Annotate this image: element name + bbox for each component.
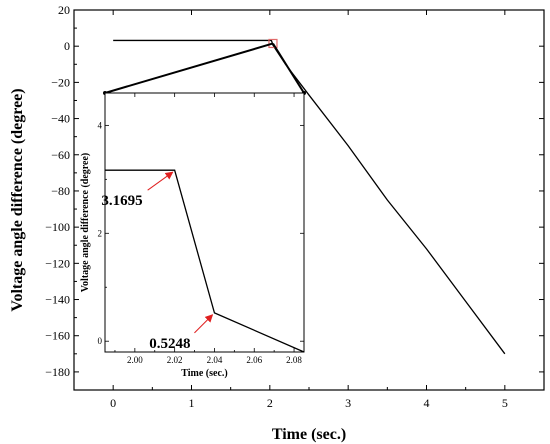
- y-tick-label: −140: [45, 293, 70, 307]
- x-tick-label: 2: [267, 396, 273, 410]
- inset-frame: [104, 92, 305, 353]
- x-axis-title: Time (sec.): [272, 426, 346, 443]
- inset-x-tick-label: 2.04: [207, 355, 223, 365]
- x-tick-label: 0: [110, 396, 116, 410]
- inset-y-axis-title: Voltage angle difference (degree): [80, 153, 91, 293]
- zoom-marker: [268, 38, 278, 49]
- inset-series-line-0: [105, 169, 305, 353]
- y-tick-label: −100: [45, 220, 70, 234]
- y-axis-title: Voltage angle difference (degree): [9, 88, 26, 311]
- annotation-arrow: [147, 171, 174, 191]
- inset-x-axis-title: Time (sec.): [181, 368, 227, 379]
- main-axes: 0 1 2 3 4 5200−20−40−60−80−100−120−140−160−18…: [9, 3, 545, 443]
- inset-x-tick-label: 2.06: [246, 355, 262, 365]
- inset-x-tick-label: 2.00: [127, 355, 143, 365]
- y-tick-label: −180: [45, 365, 70, 379]
- annotation-label: 3.1695: [101, 193, 142, 209]
- inset-x-tick-label: 2.02: [167, 355, 183, 365]
- x-tick-label: 1: [189, 396, 195, 410]
- x-tick-label: 3: [345, 396, 351, 410]
- inset-y-tick-label: 0: [98, 336, 103, 346]
- annotation-arrow: [194, 314, 214, 334]
- inset-y-tick-label: 4: [98, 120, 103, 130]
- connector-left: [104, 42, 274, 94]
- y-tick-label: 20: [58, 3, 70, 17]
- y-tick-label: −20: [51, 75, 70, 89]
- y-tick-label: −80: [51, 184, 70, 198]
- annotation-label: 0.5248: [149, 336, 190, 352]
- y-tick-label: −120: [45, 256, 70, 270]
- x-tick-label: 4: [424, 396, 430, 410]
- connector-right: [272, 42, 305, 94]
- y-tick-label: −40: [51, 112, 70, 126]
- x-tick-label: 5: [502, 396, 508, 410]
- inset-x-tick-label: 2.08: [286, 355, 302, 365]
- zoom-connectors: [103, 42, 306, 95]
- y-tick-label: 0: [64, 39, 70, 53]
- inset-y-tick-label: 2: [98, 228, 103, 238]
- inset-axes: 2.00 2.02 2.04 2.06 2.08 0 2 4 Time (sec.) Voltag…: [80, 92, 305, 379]
- y-tick-label: −160: [45, 329, 70, 343]
- y-tick-label: −60: [51, 148, 70, 162]
